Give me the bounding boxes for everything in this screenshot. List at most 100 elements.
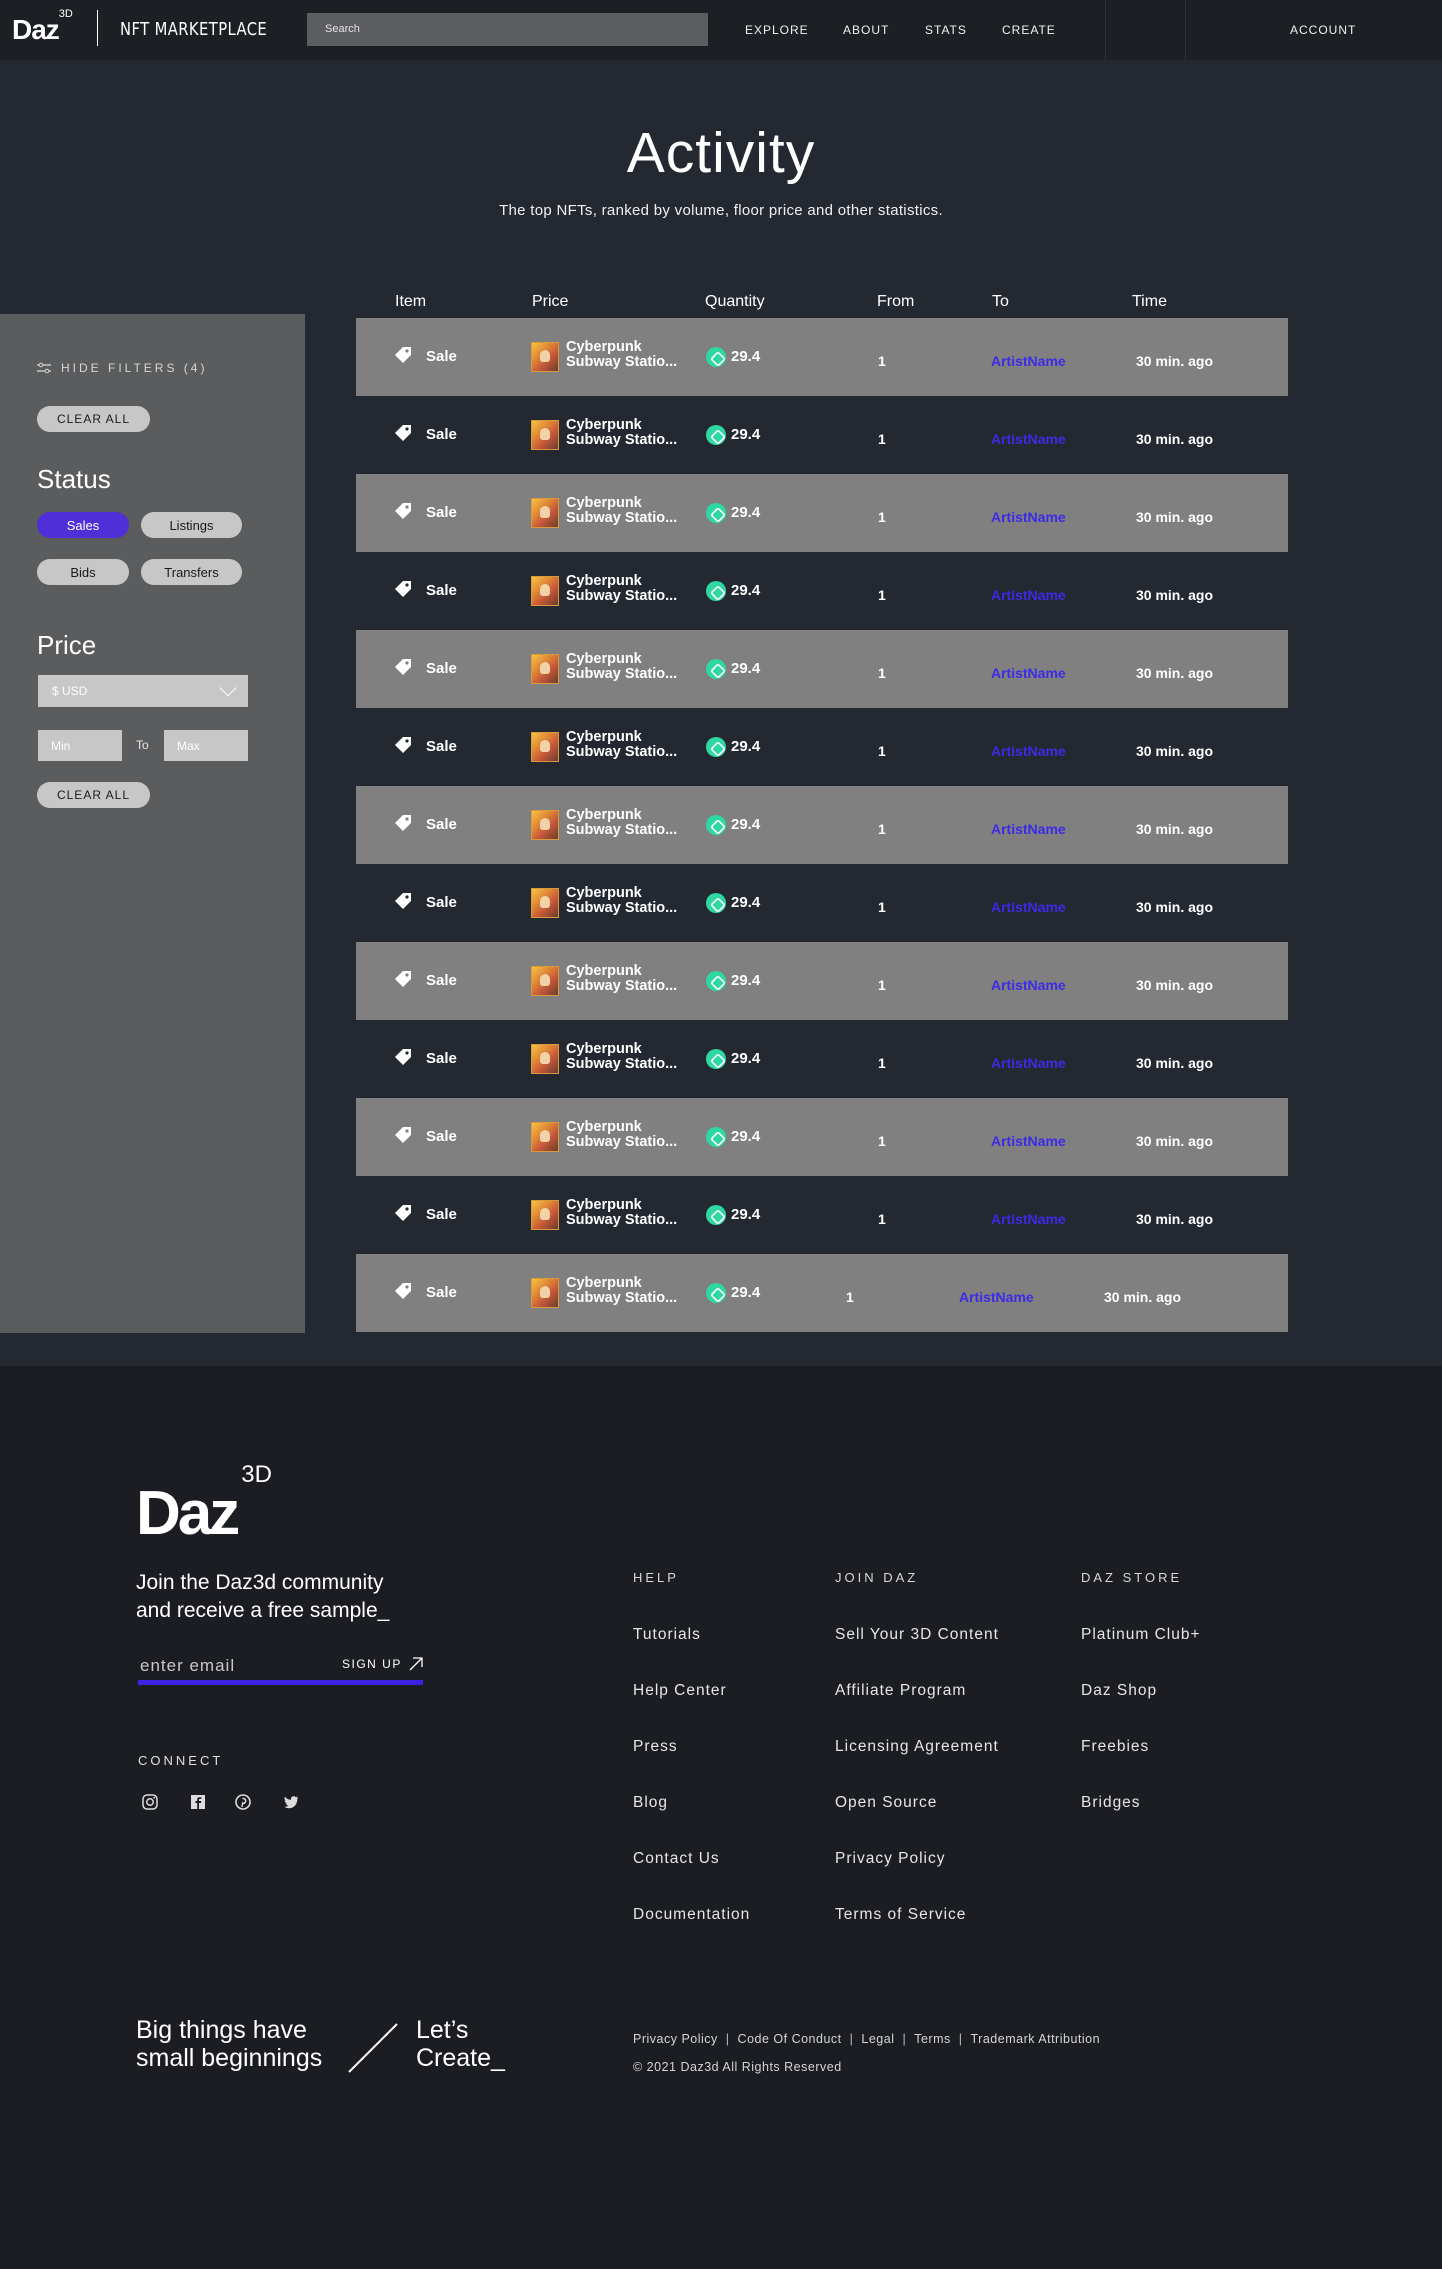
footer-link-open-source[interactable]: Open Source: [835, 1794, 938, 1811]
nft-thumbnail[interactable]: [531, 342, 559, 372]
nft-thumbnail[interactable]: [531, 498, 559, 528]
to-artist-link[interactable]: ArtistName: [991, 821, 1066, 837]
footer-daz-logo[interactable]: Daz3D: [136, 1461, 272, 1548]
email-field[interactable]: enter email: [140, 1656, 236, 1675]
status-sales-button[interactable]: Sales: [37, 512, 129, 538]
to-artist-link[interactable]: ArtistName: [991, 743, 1066, 759]
to-artist-link[interactable]: ArtistName: [959, 1289, 1034, 1305]
legal-link-legal[interactable]: Legal: [861, 2032, 895, 2046]
table-row[interactable]: Sale Cyberpunk Subway Statio... 29.4 1 Artist…: [356, 318, 1288, 396]
nft-name[interactable]: Cyberpunk Subway Statio...: [566, 1275, 678, 1306]
nav-about[interactable]: ABOUT: [843, 23, 890, 37]
nft-name[interactable]: Cyberpunk Subway Statio...: [566, 1119, 678, 1150]
nft-thumbnail[interactable]: [531, 1044, 559, 1074]
instagram-icon[interactable]: [141, 1793, 159, 1811]
nft-thumbnail[interactable]: [531, 888, 559, 918]
footer-link-blog[interactable]: Blog: [633, 1794, 669, 1811]
pinterest-icon[interactable]: [234, 1793, 252, 1811]
footer-link-privacy-policy[interactable]: Privacy Policy: [835, 1850, 946, 1867]
nft-thumbnail[interactable]: [531, 1278, 559, 1308]
nft-name[interactable]: Cyberpunk Subway Statio...: [566, 417, 678, 448]
footer-link-press[interactable]: Press: [633, 1738, 678, 1755]
nft-thumbnail[interactable]: [531, 420, 559, 450]
footer-link-help-center[interactable]: Help Center: [633, 1682, 727, 1699]
table-row[interactable]: Sale Cyberpunk Subway Statio... 29.4 1 Artist…: [356, 1098, 1288, 1176]
status-listings-button[interactable]: Listings: [141, 512, 242, 538]
table-row[interactable]: Sale Cyberpunk Subway Statio... 29.4 1 Artist…: [356, 864, 1288, 942]
nft-name[interactable]: Cyberpunk Subway Statio...: [566, 1197, 678, 1228]
nft-name[interactable]: Cyberpunk Subway Statio...: [566, 807, 678, 838]
nft-name[interactable]: Cyberpunk Subway Statio...: [566, 963, 678, 994]
legal-link-terms[interactable]: Terms: [914, 2032, 951, 2046]
nav-explore[interactable]: EXPLORE: [745, 23, 809, 37]
facebook-icon[interactable]: [189, 1793, 207, 1811]
search-input[interactable]: Search: [307, 13, 708, 46]
to-artist-link[interactable]: ArtistName: [991, 1211, 1066, 1227]
legal-link-conduct[interactable]: Code Of Conduct: [737, 2032, 842, 2046]
nft-thumbnail[interactable]: [531, 732, 559, 762]
footer-link-tutorials[interactable]: Tutorials: [633, 1626, 701, 1643]
clear-all-button[interactable]: CLEAR ALL: [37, 406, 150, 432]
status-bids-button[interactable]: Bids: [37, 559, 129, 585]
to-artist-link[interactable]: ArtistName: [991, 1133, 1066, 1149]
nav-stats[interactable]: STATS: [925, 23, 967, 37]
to-artist-link[interactable]: ArtistName: [991, 431, 1066, 447]
nav-account[interactable]: ACCOUNT: [1290, 23, 1357, 37]
price-min-input[interactable]: Min: [38, 730, 122, 761]
legal-link-trademark[interactable]: Trademark Attribution: [970, 2032, 1101, 2046]
nft-name[interactable]: Cyberpunk Subway Statio...: [566, 1041, 678, 1072]
nft-name[interactable]: Cyberpunk Subway Statio...: [566, 495, 678, 526]
currency-icon: [706, 815, 726, 835]
table-row[interactable]: Sale Cyberpunk Subway Statio... 29.4 1 Artist…: [356, 942, 1288, 1020]
nft-thumbnail[interactable]: [531, 966, 559, 996]
table-row[interactable]: Sale Cyberpunk Subway Statio... 29.4 1 Artist…: [356, 1020, 1288, 1098]
daz-logo[interactable]: Daz3D: [12, 7, 73, 45]
table-row[interactable]: Sale Cyberpunk Subway Statio... 29.4 1 Artist…: [356, 1176, 1288, 1254]
table-row[interactable]: Sale Cyberpunk Subway Statio... 29.4 1 Artist…: [356, 552, 1288, 630]
nft-thumbnail[interactable]: [531, 576, 559, 606]
footer-link-bridges[interactable]: Bridges: [1081, 1794, 1141, 1811]
to-artist-link[interactable]: ArtistName: [991, 509, 1066, 525]
table-row[interactable]: Sale Cyberpunk Subway Statio... 29.4 1 Artist…: [356, 786, 1288, 864]
currency-select[interactable]: $ USD: [38, 675, 248, 707]
twitter-icon[interactable]: [282, 1793, 300, 1811]
nft-marketplace-brand[interactable]: NFT MARKETPLACE: [120, 19, 268, 40]
table-row[interactable]: Sale Cyberpunk Subway Statio... 29.4 1 Artist…: [356, 708, 1288, 786]
footer-link-freebies[interactable]: Freebies: [1081, 1738, 1150, 1755]
footer-link-contact-us[interactable]: Contact Us: [633, 1850, 720, 1867]
to-artist-link[interactable]: ArtistName: [991, 665, 1066, 681]
nft-thumbnail[interactable]: [531, 654, 559, 684]
nft-thumbnail[interactable]: [531, 1200, 559, 1230]
nft-thumbnail[interactable]: [531, 1122, 559, 1152]
price-value: 29.4: [731, 1050, 761, 1067]
status-transfers-button[interactable]: Transfers: [141, 559, 242, 585]
sign-up-button[interactable]: SIGN UP: [342, 1656, 424, 1672]
table-row[interactable]: Sale Cyberpunk Subway Statio... 29.4 1 Artist…: [356, 474, 1288, 552]
legal-link-privacy[interactable]: Privacy Policy: [633, 2032, 718, 2046]
footer-link-sell-content[interactable]: Sell Your 3D Content: [835, 1626, 999, 1643]
table-row[interactable]: Sale Cyberpunk Subway Statio... 29.4 1 Artist…: [356, 630, 1288, 708]
nft-name[interactable]: Cyberpunk Subway Statio...: [566, 651, 678, 682]
footer-link-platinum-club[interactable]: Platinum Club+: [1081, 1626, 1201, 1643]
nft-name[interactable]: Cyberpunk Subway Statio...: [566, 339, 678, 370]
nft-name[interactable]: Cyberpunk Subway Statio...: [566, 729, 678, 760]
footer-link-terms-of-service[interactable]: Terms of Service: [835, 1906, 967, 1923]
to-artist-link[interactable]: ArtistName: [991, 353, 1066, 369]
to-artist-link[interactable]: ArtistName: [991, 1055, 1066, 1071]
table-row[interactable]: Sale Cyberpunk Subway Statio... 29.4 1 Artist…: [356, 1254, 1288, 1332]
footer-link-daz-shop[interactable]: Daz Shop: [1081, 1682, 1158, 1699]
clear-all-price-button[interactable]: CLEAR ALL: [37, 782, 150, 808]
to-artist-link[interactable]: ArtistName: [991, 899, 1066, 915]
nft-name[interactable]: Cyberpunk Subway Statio...: [566, 573, 678, 604]
nft-thumbnail[interactable]: [531, 810, 559, 840]
price-max-input[interactable]: Max: [164, 730, 248, 761]
table-row[interactable]: Sale Cyberpunk Subway Statio... 29.4 1 Artist…: [356, 396, 1288, 474]
footer-link-licensing[interactable]: Licensing Agreement: [835, 1738, 999, 1755]
hide-filters-toggle[interactable]: HIDE FILTERS (4): [37, 361, 207, 375]
nav-create[interactable]: CREATE: [1002, 23, 1056, 37]
footer-link-documentation[interactable]: Documentation: [633, 1906, 751, 1923]
footer-link-affiliate[interactable]: Affiliate Program: [835, 1682, 967, 1699]
nft-name[interactable]: Cyberpunk Subway Statio...: [566, 885, 678, 916]
to-artist-link[interactable]: ArtistName: [991, 587, 1066, 603]
to-artist-link[interactable]: ArtistName: [991, 977, 1066, 993]
